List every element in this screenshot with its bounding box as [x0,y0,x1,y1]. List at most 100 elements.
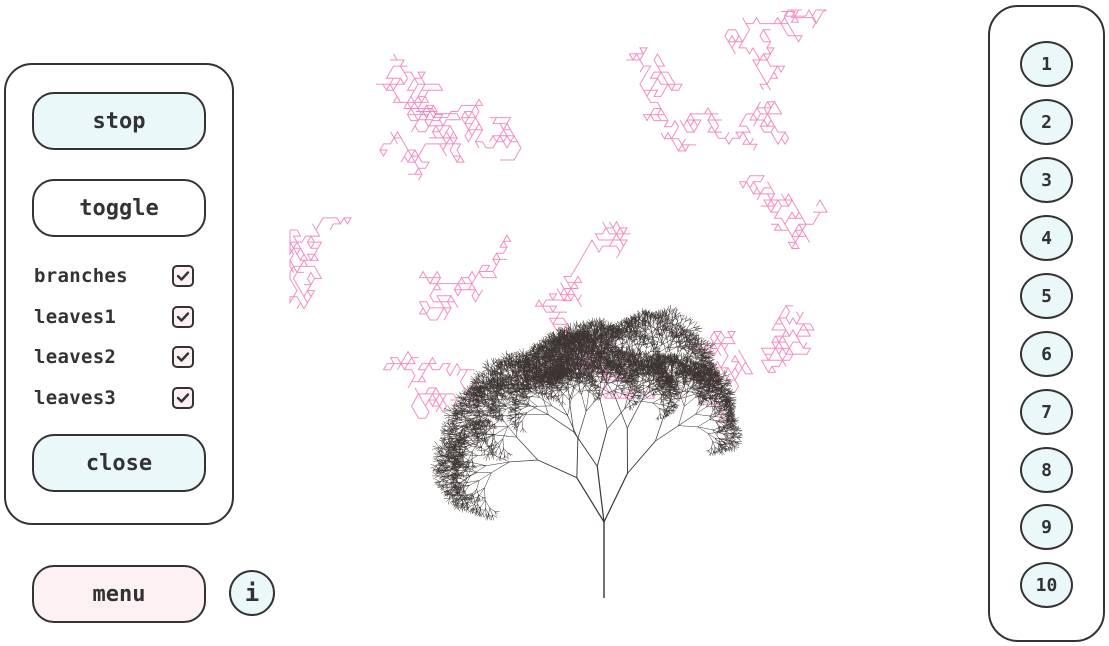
tree-branch [437,472,443,477]
tree-branch [467,494,474,503]
tree-branch [444,484,449,488]
tree-branch [469,480,480,486]
tree-branch [494,511,497,516]
tree-branch [469,509,473,514]
tree-branch [474,503,478,509]
tree-branch [516,436,539,461]
tree-branch [475,510,477,516]
tree-branch [488,515,491,521]
tree-branch [454,501,457,507]
tree-branch [438,449,444,453]
tree-branch [484,499,486,509]
tree-branch [476,480,480,490]
tree-branch [558,400,568,416]
leaf-cluster [760,305,815,374]
tree-branch [455,472,457,478]
tree-branch [461,497,464,505]
tree-branch [450,476,454,479]
tree-branch [446,490,452,496]
tree-branch [474,496,479,505]
tree-branch [444,469,448,473]
tree-branch [443,455,448,458]
tree-branch [434,441,440,449]
tree-branch [477,453,493,456]
tree-branch [446,482,452,491]
tree-branch [451,483,455,488]
tree-branch [460,450,469,453]
tree-branch [444,415,451,420]
tree-branch [519,427,524,433]
tree-branch [577,411,587,439]
tree-branch [476,503,478,509]
tree-branch [453,496,458,501]
tree-branch [434,481,440,483]
tree-branch [462,501,469,504]
tree-branch [434,481,440,485]
tree-branch [487,513,489,519]
tree-branch [452,494,455,500]
tree-branch [450,461,455,465]
tree-branch [452,461,455,466]
leaf-cluster [376,53,444,128]
tree-branch [499,445,501,452]
tree-branch [439,456,445,460]
tree-branch [576,477,605,523]
tree-branch [469,496,472,499]
tree-branch [480,508,485,511]
tree-branch [468,450,478,456]
tree-branch [437,468,443,470]
tree-branch [459,484,464,488]
tree-branch [502,438,504,449]
tree-branch [463,497,467,504]
tree-branch [456,497,461,505]
tree-branch [447,474,451,480]
tree-branch [446,463,451,467]
tree-branch [452,477,456,481]
tree-branch [449,490,452,496]
tree-branch [453,472,457,477]
tree-branch [456,491,459,498]
tree-branch [444,485,449,488]
tree-branch [433,456,439,458]
tree-branch [432,446,440,449]
tree-branch [444,487,449,490]
tree-branch [440,484,444,491]
tree-branch [451,476,454,480]
tree-branch [576,438,579,478]
tree-branch [457,488,460,493]
tree-branch [444,472,450,474]
tree-branch [470,465,473,470]
tree-branch [581,394,587,412]
tree-branch [455,484,458,492]
tree-branch [466,502,471,507]
tree-branch [475,511,478,516]
tree-branch [451,500,454,505]
tree-branch [451,484,456,493]
tree-branch [467,473,470,477]
tree-branch [461,499,465,507]
tree-branch [442,458,446,462]
tree-branch [479,472,492,481]
tree-branch [459,471,463,475]
tree-branch [509,459,538,463]
tree-branch [450,490,454,496]
tree-branch [458,499,465,503]
tree-branch [492,514,498,518]
tree-branch [454,504,458,511]
tree-branch [438,439,445,444]
tree-branch [468,480,480,483]
tree-branch [454,469,459,474]
tree-branch [443,480,449,487]
tree-branch [461,472,463,476]
tree-branch [442,478,445,484]
tree-branch [432,468,439,471]
tree-branch [430,464,437,467]
tree-branch [491,461,510,473]
tree-branch [484,499,490,509]
tree-branch [440,489,448,494]
tree-branch [462,503,465,508]
tree-branch [456,491,461,495]
leaf-cluster [738,175,828,250]
tree-branch [460,496,464,500]
